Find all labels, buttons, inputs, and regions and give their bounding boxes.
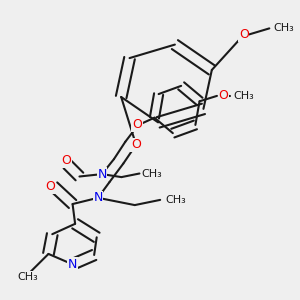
- Text: CH₃: CH₃: [142, 169, 163, 178]
- Text: N: N: [68, 258, 77, 271]
- Text: N: N: [97, 168, 106, 181]
- Text: O: O: [131, 138, 141, 151]
- Text: CH₃: CH₃: [17, 272, 38, 282]
- Text: N: N: [93, 191, 103, 204]
- Text: O: O: [218, 89, 228, 102]
- Text: O: O: [132, 118, 142, 131]
- Text: CH₃: CH₃: [166, 195, 186, 205]
- Text: CH₃: CH₃: [274, 23, 295, 33]
- Text: O: O: [46, 180, 56, 193]
- Text: CH₃: CH₃: [233, 91, 254, 101]
- Text: O: O: [239, 28, 249, 41]
- Text: O: O: [61, 154, 71, 167]
